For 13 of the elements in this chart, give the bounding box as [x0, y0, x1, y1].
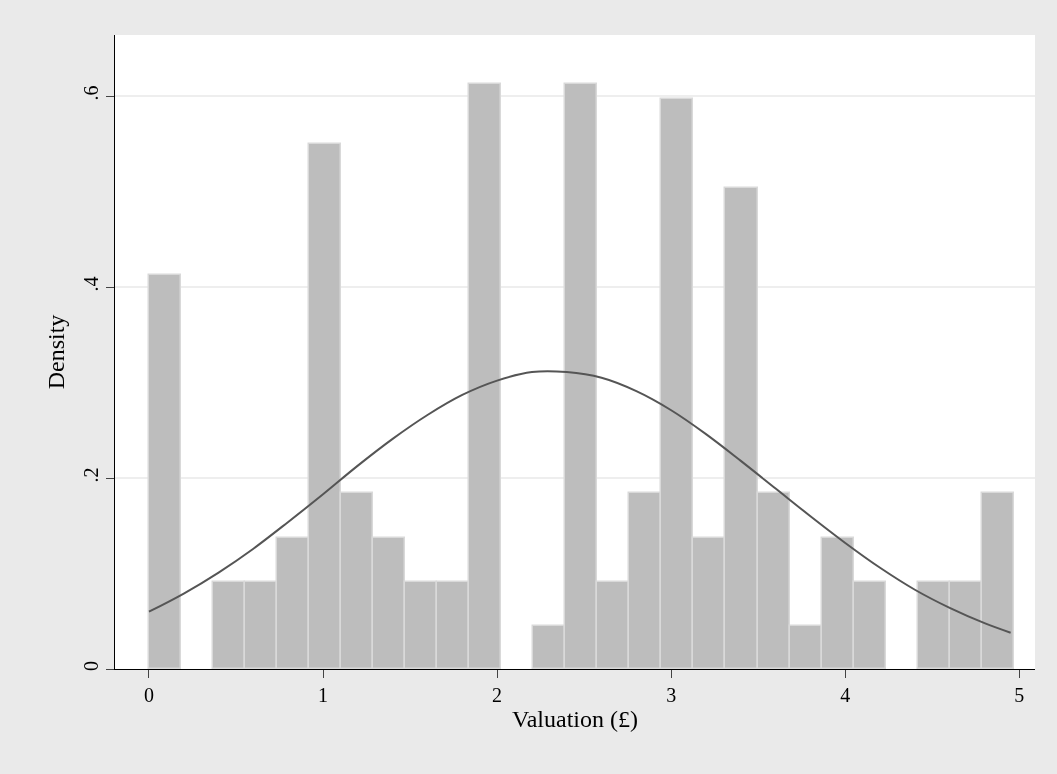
y-tick-label: 0	[80, 661, 102, 671]
y-tick-label: .4	[80, 276, 102, 292]
x-tick-label: 4	[840, 684, 851, 706]
x-tick-label: 5	[1014, 684, 1025, 706]
x-tick-label: 2	[492, 684, 503, 706]
y-axis-title: Density	[43, 314, 70, 390]
y-tick-label: .6	[80, 85, 102, 101]
x-tick-label: 0	[143, 684, 154, 706]
x-tick-label: 3	[666, 684, 677, 706]
y-tick-label: .2	[80, 467, 102, 483]
x-axis-title: Valuation (£)	[512, 706, 638, 733]
x-tick-label: 1	[318, 684, 329, 706]
line-series	[147, 370, 1012, 634]
